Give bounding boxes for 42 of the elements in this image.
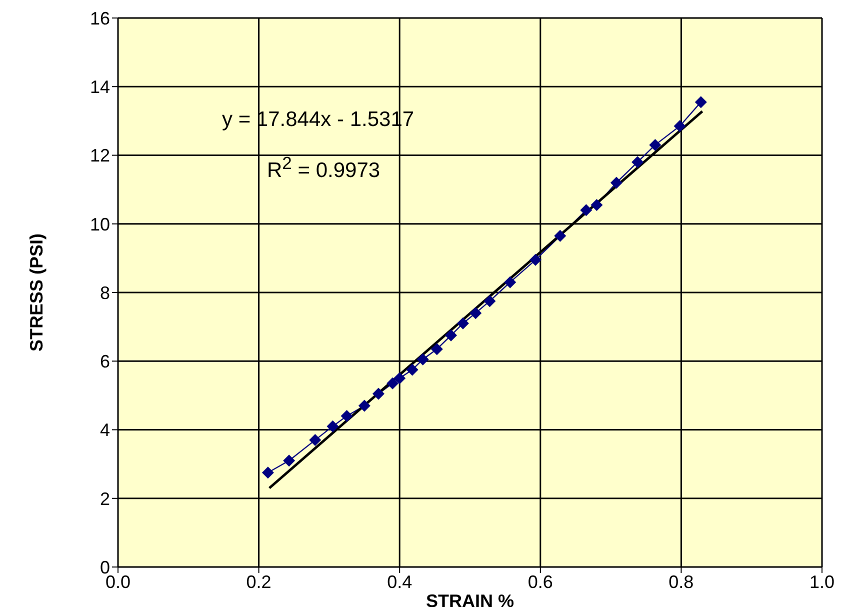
point <box>674 120 686 132</box>
point <box>386 377 399 390</box>
point <box>694 96 707 108</box>
y-axis-title: STRESS (PSI) <box>26 233 46 352</box>
x-tick-label: 1.0 <box>809 572 835 592</box>
point <box>456 317 469 330</box>
y-tick-label: 16 <box>90 8 110 28</box>
y-tick-label: 2 <box>100 488 110 509</box>
x-tick-label: 0.6 <box>528 572 553 592</box>
y-tick-label: 4 <box>100 420 110 440</box>
y-tick-label: 8 <box>100 282 110 303</box>
point <box>340 410 353 422</box>
point <box>504 276 516 288</box>
point <box>309 434 322 446</box>
annotation: R$^{2}$ = 0.9973 <box>267 153 380 183</box>
y-tick-label: 10 <box>90 214 110 234</box>
point <box>610 176 622 189</box>
point <box>283 454 296 467</box>
point <box>444 329 457 342</box>
point <box>484 295 496 308</box>
point <box>632 156 644 168</box>
y-tick-label: 12 <box>90 146 110 166</box>
point <box>470 307 482 320</box>
point <box>416 353 429 366</box>
point <box>649 138 662 151</box>
x-tick-label: 0.8 <box>668 572 694 592</box>
point <box>529 254 542 266</box>
x-tick-label: 0.4 <box>387 572 412 592</box>
point <box>262 466 274 479</box>
point <box>430 343 443 356</box>
y-tick-label: 6 <box>100 352 110 372</box>
x-tick-label: 0.2 <box>246 572 272 592</box>
point <box>358 400 370 412</box>
point <box>580 204 592 216</box>
point <box>372 388 384 400</box>
point <box>554 230 566 242</box>
point <box>406 364 418 376</box>
point <box>590 199 603 212</box>
point <box>394 372 406 384</box>
y-tick-label: 14 <box>90 77 110 98</box>
point <box>326 420 339 432</box>
x-axis-title: STRAIN % <box>426 591 514 607</box>
